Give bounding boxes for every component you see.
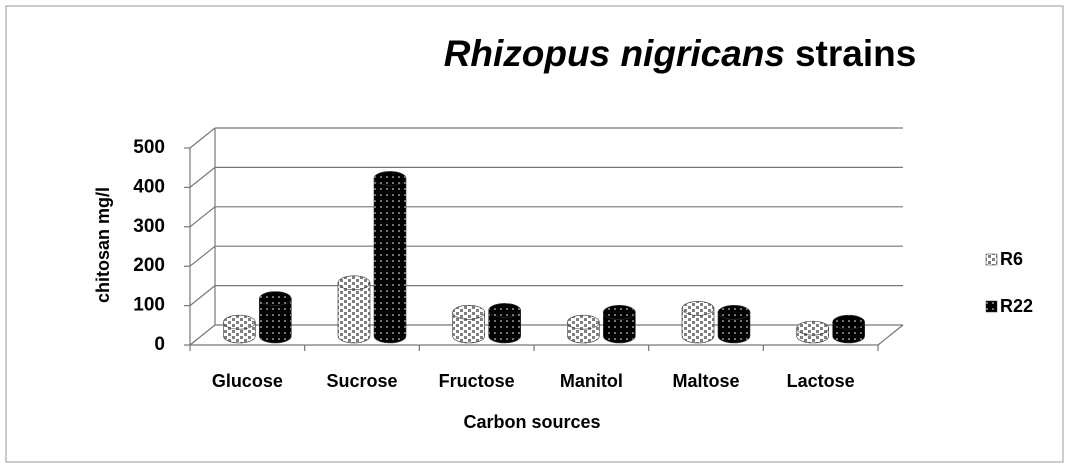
bar	[796, 320, 829, 344]
chart-frame	[5, 5, 1064, 463]
y-tick-label: 300	[133, 216, 165, 237]
legend-label: R22	[1000, 296, 1033, 316]
y-tick-label: 0	[154, 334, 165, 355]
grid-line-side	[189, 206, 216, 228]
bar	[603, 305, 636, 344]
x-tick-label: Sucrose	[326, 371, 397, 391]
bar-top	[223, 314, 256, 330]
bar-top	[488, 303, 521, 318]
bar-top	[603, 305, 636, 320]
grid-line-side	[189, 166, 216, 188]
bar-top	[337, 275, 371, 291]
bar-top	[681, 301, 715, 316]
bar-top	[832, 314, 865, 330]
title-italic: Rhizopus nigricans	[444, 33, 785, 74]
bar-body	[259, 298, 292, 344]
y-tick-label: 500	[133, 137, 165, 158]
legend-swatch	[985, 300, 998, 313]
bar-body	[452, 312, 485, 344]
bar-body	[717, 312, 751, 344]
title-rest: strains	[795, 33, 916, 74]
y-tick-label: 200	[133, 255, 165, 276]
bar-body	[337, 282, 371, 344]
x-tick-label: Maltose	[672, 371, 739, 391]
chart-title: Rhizopus nigricans strains	[444, 33, 917, 74]
grid-line-side	[189, 285, 216, 307]
bar-body	[603, 312, 636, 344]
bar	[567, 314, 600, 344]
bar	[832, 314, 865, 344]
bar-body	[488, 310, 521, 344]
bar-body	[681, 308, 715, 344]
bar-top	[452, 305, 485, 320]
bar	[681, 301, 715, 344]
legend-swatch	[985, 253, 998, 266]
bar	[488, 303, 521, 344]
legend-label: R6	[1000, 249, 1023, 269]
y-tick-label: 400	[133, 176, 165, 197]
y-tick-label: 100	[133, 295, 165, 316]
x-tick-label: Glucose	[212, 371, 283, 391]
x-axis-label: Carbon sources	[463, 412, 600, 432]
grid-line-side	[189, 245, 216, 267]
bar	[717, 305, 751, 344]
bar-top	[567, 314, 600, 330]
bar-top	[259, 291, 292, 306]
bar-body	[373, 178, 407, 344]
bar-top	[796, 320, 829, 336]
floor-right	[877, 324, 904, 346]
bar	[337, 275, 371, 344]
bar-top	[717, 305, 751, 320]
bar	[373, 171, 407, 344]
bar	[452, 305, 485, 344]
y-axis-label: chitosan mg/l	[93, 187, 113, 303]
x-tick-label: Lactose	[787, 371, 855, 391]
bar	[223, 314, 256, 344]
grid-line-side	[189, 324, 216, 346]
x-tick-label: Manitol	[560, 371, 623, 391]
x-tick-label: Fructose	[439, 371, 515, 391]
bar	[259, 291, 292, 344]
grid-line-side	[189, 127, 216, 149]
bar-top	[373, 171, 407, 186]
